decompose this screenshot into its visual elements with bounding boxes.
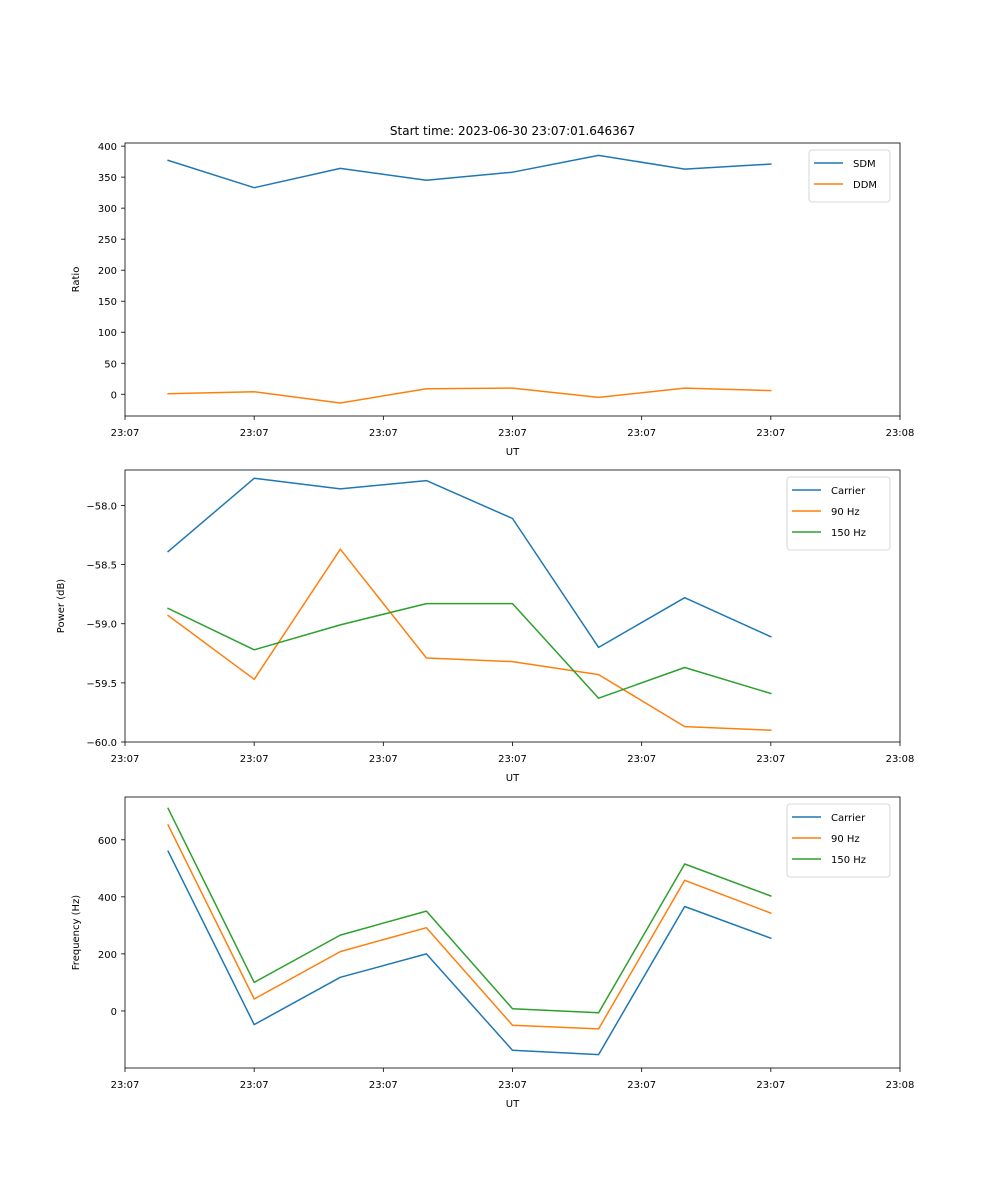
x-tick-label: 23:08 [886,754,915,765]
x-tick-label: 23:07 [498,1080,527,1091]
y-axis-label: Ratio [71,267,82,293]
y-tick-label: 50 [104,359,117,370]
chart-title: Start time: 2023-06-30 23:07:01.646367 [390,124,635,138]
y-tick-label: 350 [98,173,117,184]
series-lines [167,807,772,1056]
series-lines [167,154,772,404]
x-tick-label: 23:07 [369,1080,398,1091]
x-tick-label: 23:07 [756,754,785,765]
x-tick-label: 23:07 [240,428,269,439]
x-tick-label: 23:07 [111,428,140,439]
x-tick-label: 23:07 [240,754,269,765]
x-tick-label: 23:07 [756,1080,785,1091]
series-line-90-hz [167,548,772,731]
x-axis-label: UT [506,773,520,784]
series-line-150-hz [167,807,772,1014]
legend: Carrier 90 Hz 150 Hz [786,803,891,878]
x-tick-label: 23:07 [111,754,140,765]
legend-label: 150 Hz [831,528,866,539]
y-tick-label: 150 [98,297,117,308]
y-tick-label: 250 [98,235,117,246]
legend-label: 150 Hz [831,855,866,866]
series-line-90-hz [167,823,772,1030]
x-tick-label: 23:07 [369,428,398,439]
x-axis-label: UT [506,1099,520,1110]
x-axis-label: UT [506,447,520,458]
series-line-ddm [167,387,772,404]
legend-label: 90 Hz [831,834,860,845]
legend-box [808,149,891,203]
x-tick-label: 23:07 [627,428,656,439]
axes-frame [124,469,901,743]
y-tick-label: 0 [111,1007,117,1018]
legend-label: Carrier [831,486,866,497]
series-line-150-hz [167,602,772,699]
y-axis-label: Frequency (Hz) [71,895,82,971]
series-line-carrier [167,477,772,649]
y-tick-label: 400 [98,142,117,153]
chart-panel-2: 23:07 23:07 23:07 23:07 23:07 23:07 23:08 −60.0… [56,469,915,784]
y-tick-label: 300 [98,204,117,215]
y-tick-label: 100 [98,328,117,339]
y-tick-label: 200 [98,950,117,961]
x-tick-label: 23:07 [498,754,527,765]
y-tick-label: 600 [98,836,117,847]
y-tick-label: 200 [98,266,117,277]
x-tick-label: 23:08 [886,428,915,439]
x-tick-label: 23:07 [240,1080,269,1091]
y-axis-label: Power (dB) [56,579,67,634]
x-tick-label: 23:07 [756,428,785,439]
x-tick-label: 23:07 [627,1080,656,1091]
legend-label: SDM [853,159,876,170]
x-tick-label: 23:07 [498,428,527,439]
legend-label: DDM [853,180,877,191]
chart-panel-1: 23:07 23:07 23:07 23:07 23:07 23:07 23:08 0 50 10… [71,124,914,458]
y-tick-label: 400 [98,893,117,904]
legend-label: Carrier [831,813,866,824]
x-tick-label: 23:08 [886,1080,915,1091]
series-line-sdm [167,154,772,189]
y-tick-label: −60.0 [86,738,117,749]
series-lines [167,477,772,731]
x-tick-label: 23:07 [369,754,398,765]
legend: SDM DDM [808,149,891,203]
y-tick-label: −59.0 [86,620,117,631]
chart-panel-3: 23:07 23:07 23:07 23:07 23:07 23:07 23:08 0 200 4… [71,796,915,1110]
y-tick-label: −58.0 [86,501,117,512]
y-tick-label: −59.5 [86,679,117,690]
x-tick-label: 23:07 [627,754,656,765]
axes-frame [124,796,901,1069]
legend: Carrier 90 Hz 150 Hz [786,476,891,551]
series-line-carrier [167,850,772,1056]
legend-label: 90 Hz [831,507,860,518]
y-tick-label: −58.5 [86,561,117,572]
x-tick-label: 23:07 [111,1080,140,1091]
y-tick-label: 0 [111,390,117,401]
